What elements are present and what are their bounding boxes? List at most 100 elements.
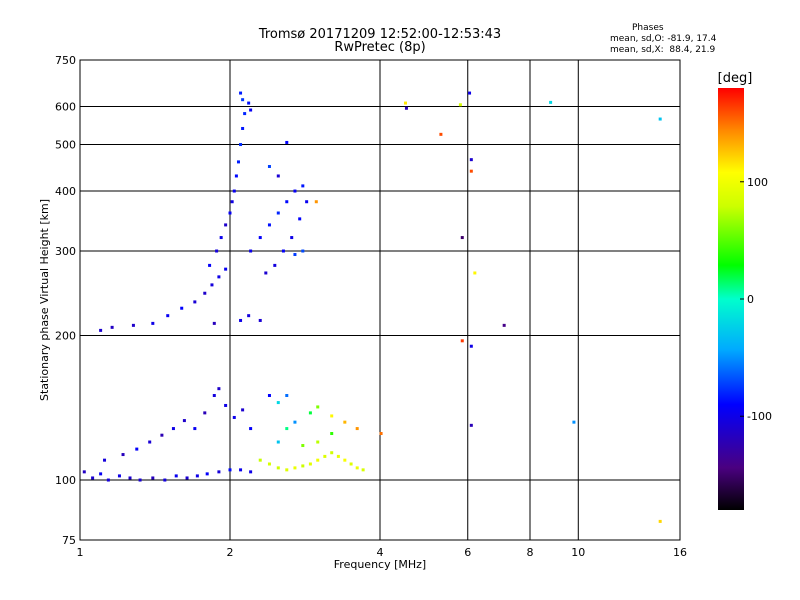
data-point (241, 126, 245, 130)
data-point (99, 472, 103, 476)
y-tick-label: 600 (55, 101, 76, 114)
data-point (185, 476, 189, 480)
data-point (403, 101, 407, 105)
data-point (314, 200, 318, 204)
data-point (117, 474, 121, 478)
data-point (572, 420, 576, 424)
data-point (293, 253, 297, 257)
data-point (361, 468, 365, 472)
data-point (658, 117, 662, 121)
data-point (276, 401, 280, 405)
data-points (82, 91, 662, 523)
colorbar-ticks: 100 0 -100 (740, 176, 772, 423)
y-tick-label: 400 (55, 185, 76, 198)
data-point (212, 394, 216, 398)
data-point (82, 470, 86, 474)
data-point (232, 189, 236, 193)
data-point (239, 143, 243, 147)
data-point (276, 174, 280, 178)
data-point (330, 451, 334, 455)
y-tick-label: 75 (62, 534, 76, 547)
data-point (239, 318, 243, 322)
data-point (258, 236, 262, 240)
data-point (343, 458, 347, 462)
data-point (316, 458, 320, 462)
data-point (241, 98, 245, 102)
data-point (174, 474, 178, 478)
x-axis-label: Frequency [MHz] (334, 558, 426, 571)
data-point (349, 462, 353, 466)
y-tick-label: 750 (55, 54, 76, 67)
data-point (469, 344, 473, 348)
data-point (305, 200, 309, 204)
data-point (171, 427, 175, 431)
data-point (308, 411, 312, 415)
data-point (258, 318, 262, 322)
data-point (195, 474, 199, 478)
data-point (273, 263, 277, 267)
data-point (316, 440, 320, 444)
data-point (182, 419, 186, 423)
colorbar-tick-label: -100 (747, 410, 772, 423)
data-point (106, 478, 110, 482)
data-point (276, 440, 280, 444)
data-point (323, 454, 327, 458)
data-point (355, 427, 359, 431)
colorbar (718, 88, 744, 510)
colorbar-tick-label: 100 (747, 176, 768, 189)
phases-heading: Phases (632, 23, 664, 33)
data-point (276, 466, 280, 470)
data-point (236, 160, 240, 164)
y-ticks: 75 100 200 300 400 500 600 750 (55, 54, 76, 547)
data-point (249, 427, 253, 431)
data-point (316, 405, 320, 409)
data-point (230, 200, 234, 204)
data-point (128, 476, 132, 480)
data-point (293, 420, 297, 424)
x-tick-label: 2 (227, 546, 234, 559)
data-point (243, 112, 247, 116)
data-point (439, 132, 443, 136)
data-point (224, 223, 228, 227)
data-point (301, 249, 305, 253)
data-point (247, 101, 251, 105)
data-point (469, 169, 473, 173)
data-point (293, 466, 297, 470)
data-point (330, 432, 334, 436)
data-point (249, 470, 253, 474)
data-point (217, 387, 221, 391)
data-point (336, 454, 340, 458)
colorbar-label: [deg] (718, 71, 753, 86)
x-tick-label: 6 (464, 546, 471, 559)
x-tick-label: 4 (377, 546, 384, 559)
x-ticks: 1 2 4 6 8 10 16 (77, 546, 688, 559)
data-point (404, 106, 408, 110)
colorbar-tick-label: 0 (747, 293, 754, 306)
data-point (290, 236, 294, 240)
y-tick-label: 300 (55, 245, 76, 258)
data-point (285, 427, 289, 431)
data-point (276, 211, 280, 215)
data-point (151, 476, 155, 480)
data-point (249, 108, 253, 112)
data-point (658, 519, 662, 523)
data-point (285, 200, 289, 204)
data-point (219, 236, 223, 240)
data-point (264, 271, 268, 275)
data-point (163, 478, 167, 482)
data-point (473, 271, 477, 275)
data-point (215, 249, 219, 253)
data-point (460, 339, 464, 343)
data-point (99, 328, 103, 332)
data-point (203, 291, 207, 295)
data-point (138, 478, 142, 482)
data-point (203, 411, 207, 415)
chart-subtitle: RwPretec (8p) (334, 40, 426, 55)
data-point (224, 267, 228, 271)
y-tick-label: 500 (55, 139, 76, 152)
data-point (232, 415, 236, 419)
data-point (285, 468, 289, 472)
data-point (249, 249, 253, 253)
data-point (212, 321, 216, 325)
data-point (110, 325, 114, 329)
